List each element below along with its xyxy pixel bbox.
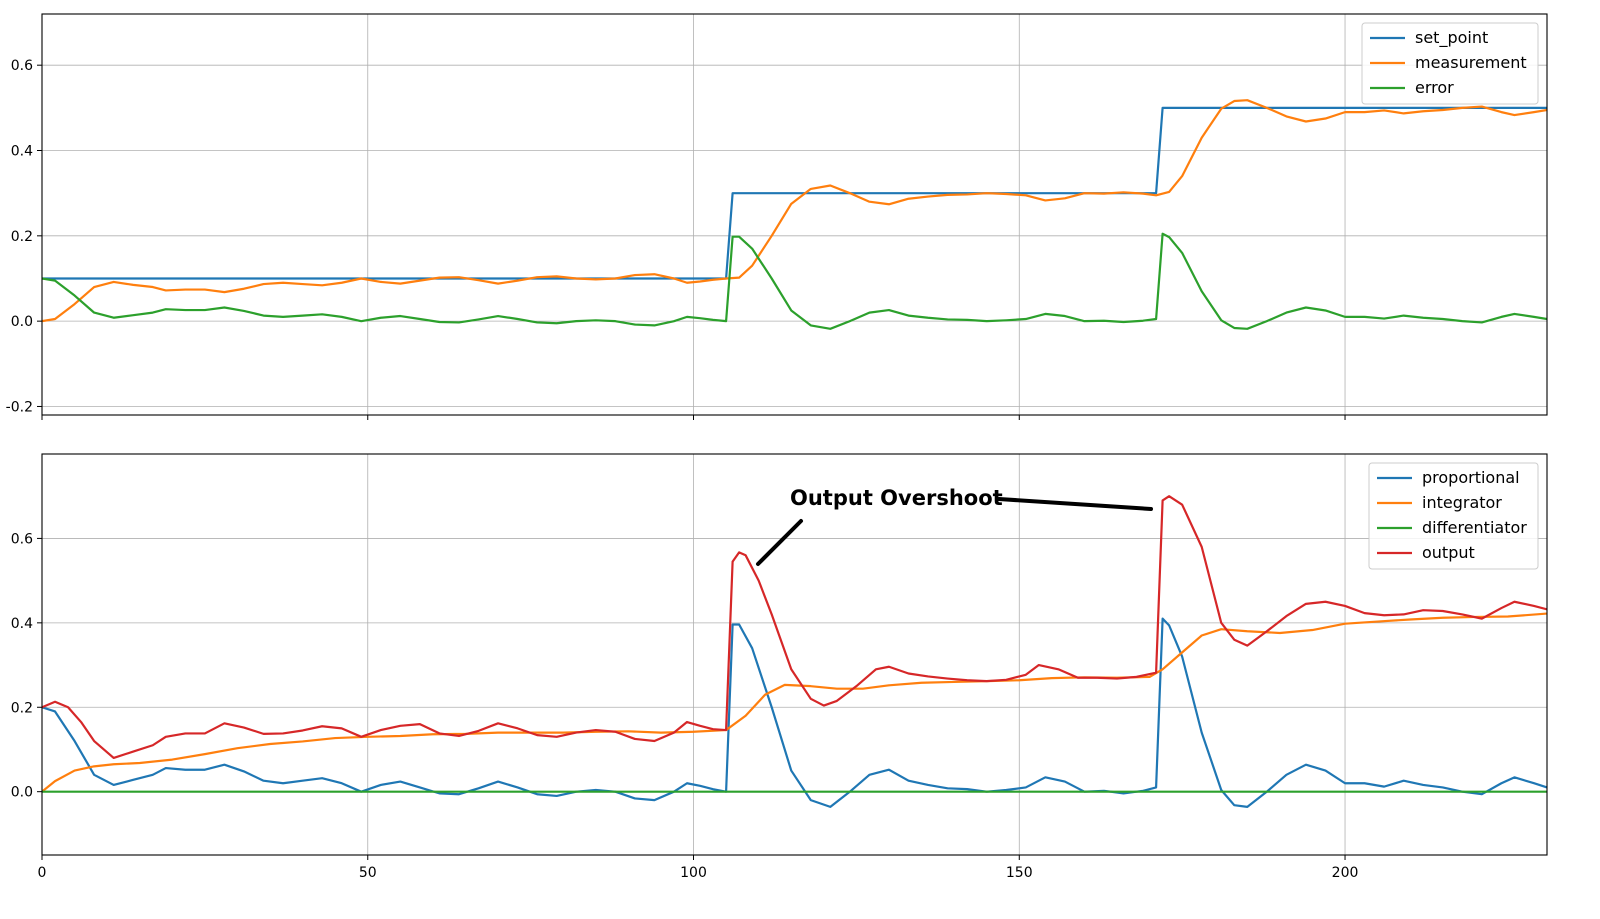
y-tick-label: 0.0 [11, 785, 33, 801]
annotation-arrow-left [756, 519, 803, 566]
series-line-error [42, 232, 1547, 330]
legend-label-set_point: set_point [1415, 28, 1488, 48]
legend-box [1361, 22, 1539, 105]
series-line-proportional [42, 617, 1547, 808]
x-tick-label: 100 [680, 865, 707, 881]
series-line-measurement [42, 99, 1547, 323]
bottom-plot: 0 50 100 150 200 0.0 0.2 0.4 0.6 proportional inte… [11, 453, 1548, 881]
annotation: Output Overshoot [756, 486, 1153, 566]
series-line-set_point [42, 106, 1547, 280]
legend: proportional integrator differentiator outp… [1368, 462, 1539, 570]
axes-frame [41, 453, 1548, 856]
x-tick-label: 50 [359, 865, 377, 881]
legend-label-measurement: measurement [1415, 53, 1527, 72]
x-tick-label: 150 [1006, 865, 1033, 881]
series-group [42, 495, 1547, 808]
series-line-integrator [42, 612, 1547, 793]
annotation-arrow-right [997, 497, 1153, 511]
axes-frame [41, 13, 1548, 416]
legend-label-integrator: integrator [1422, 493, 1502, 512]
y-tick-label: -0.2 [6, 399, 33, 415]
y-tick-label: 0.2 [11, 700, 33, 716]
legend-label-proportional: proportional [1422, 468, 1520, 487]
legend-box [1368, 462, 1539, 570]
legend: set_point measurement error [1361, 22, 1539, 105]
y-tick-label: 0.2 [11, 229, 33, 245]
y-tick-label: 0.4 [11, 616, 33, 632]
legend-label-output: output [1422, 543, 1475, 562]
y-tick-label: 0.6 [11, 531, 33, 547]
y-tick-label: 0.4 [11, 144, 33, 160]
legend-label-error: error [1415, 78, 1454, 97]
grid [41, 454, 1547, 855]
series-line-output [42, 495, 1547, 760]
x-tick-label: 0 [38, 865, 47, 881]
y-tick-label: 0.0 [11, 314, 33, 330]
y-tick-label: 0.6 [11, 58, 33, 74]
series-group [42, 99, 1547, 330]
grid [41, 14, 1547, 415]
x-tick-label: 200 [1332, 865, 1359, 881]
annotation-text: Output Overshoot [790, 486, 1003, 510]
legend-label-differentiator: differentiator [1422, 518, 1527, 537]
top-plot: -0.2 0.0 0.2 0.4 0.6 set_point measurement erro… [6, 13, 1548, 420]
